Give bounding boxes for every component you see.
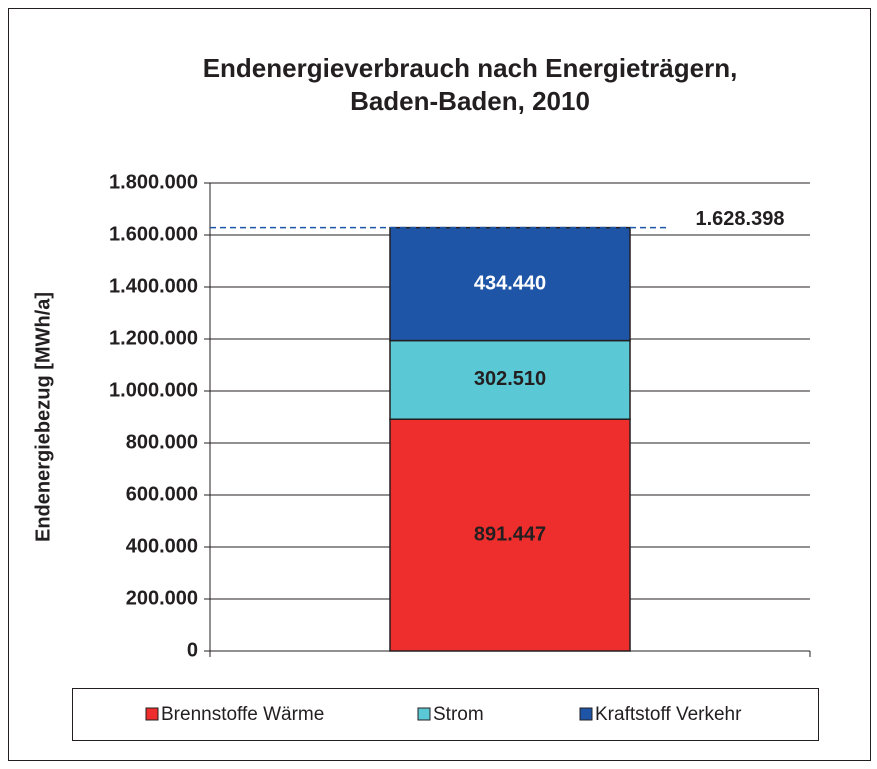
y-tick-label: 1.800.000 <box>109 171 198 193</box>
legend-label: Brennstoffe Wärme <box>161 704 324 725</box>
chart-title: Baden-Baden, 2010 <box>350 86 590 116</box>
y-tick-label: 1.000.000 <box>109 379 198 401</box>
y-tick-label: 1.200.000 <box>109 327 198 349</box>
legend-box <box>72 688 819 741</box>
y-tick-label: 600.000 <box>126 483 198 505</box>
bar-segment <box>389 418 631 652</box>
data-label: 891.447 <box>474 523 546 545</box>
data-label: 434.440 <box>474 272 546 294</box>
total-label: 1.628.398 <box>696 208 785 230</box>
y-tick-label: 400.000 <box>126 535 198 557</box>
y-tick-label: 1.400.000 <box>109 275 198 297</box>
y-axis-label: Endenergiebezug [MWh/a] <box>32 292 54 542</box>
legend-swatch <box>145 707 159 721</box>
bar-segment <box>389 226 631 342</box>
legend-label: Strom <box>433 704 484 725</box>
legend-label: Kraftstoff Verkehr <box>595 704 742 725</box>
y-tick-label: 0 <box>187 639 198 661</box>
y-tick-label: 1.600.000 <box>109 223 198 245</box>
chart-title: Endenergieverbrauch nach Energieträgern, <box>203 53 738 83</box>
bar-segment <box>389 339 631 420</box>
y-tick-label: 200.000 <box>126 587 198 609</box>
legend-swatch <box>579 707 593 721</box>
legend-swatch <box>417 707 431 721</box>
data-label: 302.510 <box>474 368 546 390</box>
y-tick-label: 800.000 <box>126 431 198 453</box>
